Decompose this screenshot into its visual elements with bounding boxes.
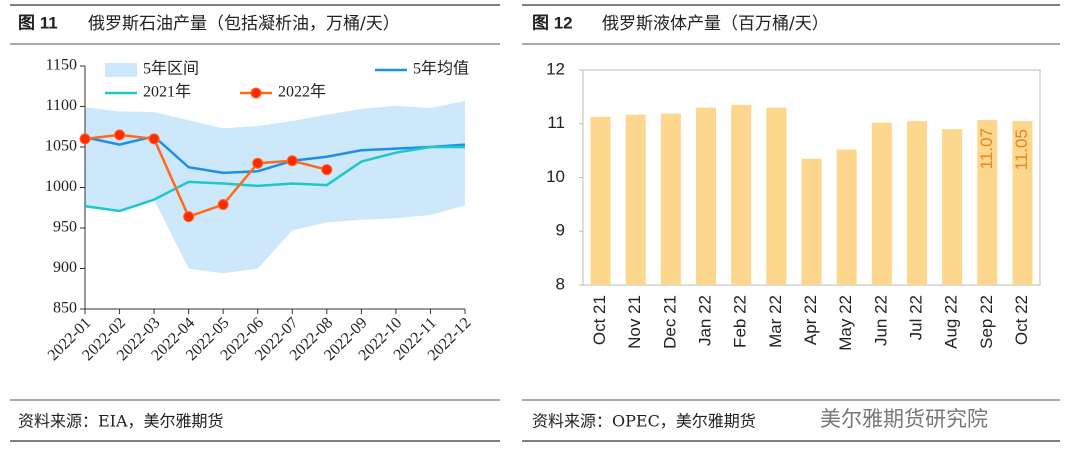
legend-label: 2022年 — [278, 83, 326, 101]
point — [183, 211, 195, 223]
source: 资料来源：EIA，美尔雅期货 — [18, 412, 224, 431]
bar — [766, 107, 787, 285]
bar — [801, 158, 822, 285]
watermark: 美尔雅期货研究院 — [820, 407, 988, 431]
y-tick-label: 8 — [556, 274, 565, 293]
bar — [590, 116, 611, 285]
x-tick-label: Sep 22 — [977, 295, 996, 349]
bar — [906, 121, 927, 285]
y-tick-label: 12 — [546, 59, 565, 78]
legend-swatch — [105, 63, 137, 77]
legend-marker — [250, 87, 262, 99]
y-tick-label: 9 — [556, 221, 565, 240]
y-tick-label: 950 — [53, 219, 77, 236]
source: 资料来源：OPEC，美尔雅期货 — [532, 412, 756, 431]
x-tick-label: Aug 22 — [942, 295, 961, 349]
line-series — [84, 133, 328, 219]
y-tick-label: 1150 — [46, 57, 77, 74]
legend-label: 2021年 — [143, 83, 191, 101]
x-tick-label: Dec 21 — [660, 295, 679, 349]
range-band — [85, 100, 465, 274]
point — [148, 133, 160, 145]
y-tick-label: 10 — [546, 167, 565, 186]
point — [79, 133, 91, 145]
bar — [696, 107, 717, 285]
chart-title: 俄罗斯液体产量（百万桶/天） — [602, 14, 829, 34]
bar — [942, 129, 963, 285]
x-tick-label: Jul 22 — [906, 295, 925, 340]
data-label: 11.07 — [977, 128, 996, 169]
x-tick-label: Oct 21 — [590, 295, 609, 345]
y-tick-label: 11 — [547, 113, 565, 132]
data-label: 11.05 — [1012, 129, 1031, 170]
bar — [731, 104, 752, 285]
bar — [660, 113, 681, 285]
point — [321, 164, 333, 176]
line-series — [84, 145, 465, 213]
point — [114, 129, 126, 141]
bar — [1012, 121, 1033, 285]
x-tick-label: Feb 22 — [731, 295, 750, 348]
bar — [977, 119, 998, 285]
x-tick-label: Mar 22 — [766, 295, 785, 348]
figure-number: 图 12 — [532, 13, 573, 32]
y-tick-label: 850 — [53, 300, 77, 317]
point — [286, 155, 298, 167]
point — [217, 199, 229, 211]
x-tick-label: Apr 22 — [801, 295, 820, 345]
y-tick-label: 1000 — [45, 178, 77, 195]
x-tick-label: Jan 22 — [696, 295, 715, 346]
x-tick-label: Oct 22 — [1012, 295, 1031, 345]
point — [252, 157, 264, 169]
bar — [625, 114, 646, 285]
x-tick-label: Nov 21 — [625, 295, 644, 349]
x-tick-label: Jun 22 — [871, 295, 890, 346]
chart-title: 俄罗斯石油产量（包括凝析油，万桶/天） — [88, 14, 400, 34]
x-tick-label: May 22 — [836, 295, 855, 351]
bar — [871, 122, 892, 285]
legend-label: 5年均值 — [413, 60, 469, 78]
y-tick-label: 1050 — [45, 138, 77, 155]
legend-label: 5年区间 — [143, 60, 199, 78]
bar — [836, 149, 857, 285]
figure-number: 图 11 — [18, 13, 58, 32]
y-tick-label: 900 — [53, 259, 77, 276]
y-tick-label: 1100 — [46, 97, 77, 114]
